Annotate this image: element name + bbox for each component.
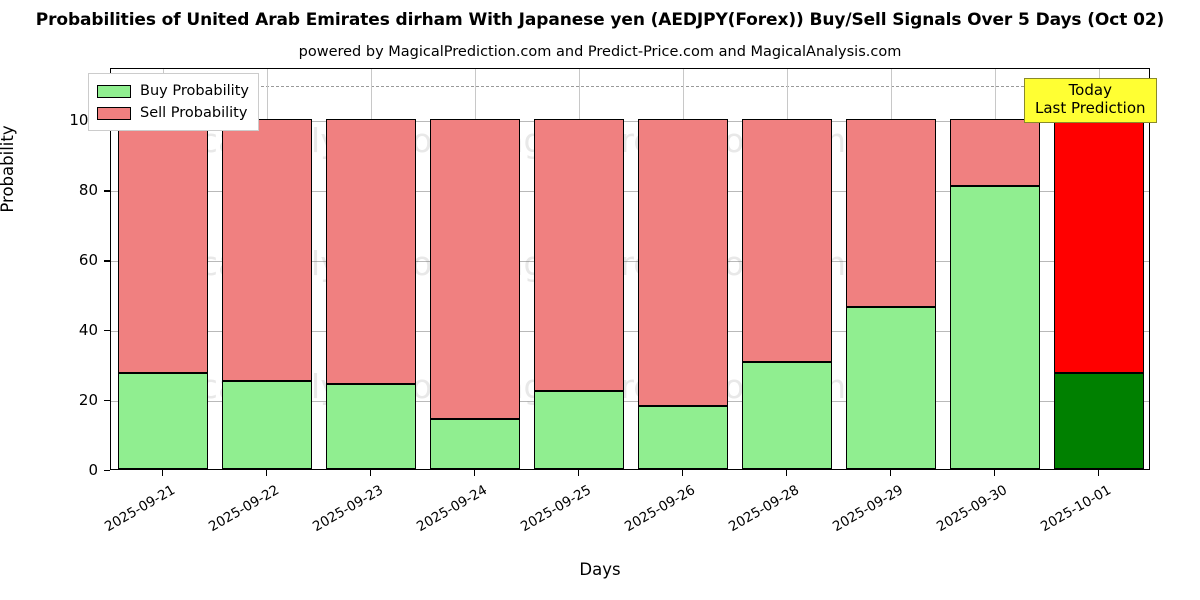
x-axis-tick-label: 2025-09-29: [830, 482, 906, 536]
y-axis-tick-mark: [104, 190, 110, 192]
bar-group[interactable]: [326, 69, 416, 469]
bar-segment-buy[interactable]: [1054, 372, 1144, 469]
today-annotation-line2: Last Prediction: [1035, 98, 1146, 117]
bar-group[interactable]: [638, 69, 728, 469]
x-axis-tick-label: 2025-09-28: [726, 482, 802, 536]
bar-segment-sell[interactable]: [534, 119, 624, 391]
bar-group[interactable]: [1054, 69, 1144, 469]
y-axis-tick-label: 40: [78, 321, 98, 340]
bar-segment-buy[interactable]: [326, 384, 416, 469]
x-axis-tick-label: 2025-09-23: [310, 482, 386, 536]
bar-segment-sell[interactable]: [846, 119, 936, 307]
bar-segment-sell[interactable]: [118, 119, 208, 373]
bar-group[interactable]: [222, 69, 312, 469]
x-axis-tick-label: 2025-09-30: [934, 482, 1010, 536]
y-axis-tick-label: 60: [78, 251, 98, 270]
x-axis-tick-mark: [1098, 470, 1100, 476]
bar-segment-buy[interactable]: [950, 185, 1040, 469]
x-axis-tick-label: 2025-09-26: [622, 482, 698, 536]
y-axis-tick-mark: [104, 470, 110, 472]
x-axis-tick-mark: [266, 470, 268, 476]
gridline-horizontal: [111, 401, 1149, 403]
y-axis-tick-mark: [104, 260, 110, 262]
today-annotation: Today Last Prediction: [1024, 78, 1157, 124]
bar-segment-buy[interactable]: [118, 372, 208, 469]
bar-group[interactable]: [846, 69, 936, 469]
legend-item-buy: Buy Probability: [97, 81, 249, 101]
bars-layer: [111, 69, 1149, 469]
x-axis-tick-mark: [682, 470, 684, 476]
bar-segment-sell[interactable]: [222, 119, 312, 382]
bar-segment-buy[interactable]: [742, 362, 832, 469]
gridline-horizontal: [111, 331, 1149, 333]
bar-segment-buy[interactable]: [222, 381, 312, 469]
x-axis-tick-label: 2025-09-24: [414, 482, 490, 536]
bar-segment-buy[interactable]: [638, 406, 728, 469]
y-axis-label: Probability: [0, 125, 17, 213]
legend-label-sell: Sell Probability: [140, 105, 248, 121]
x-axis-tick-label: 2025-09-25: [518, 482, 594, 536]
y-axis-tick-mark: [104, 330, 110, 332]
x-axis-tick-label: 2025-09-22: [206, 482, 282, 536]
x-axis-tick-label: 2025-09-21: [102, 482, 178, 536]
legend-label-buy: Buy Probability: [140, 83, 249, 99]
y-axis-tick-mark: [104, 400, 110, 402]
chart-subtitle: powered by MagicalPrediction.com and Pre…: [298, 44, 902, 60]
x-axis-tick-mark: [786, 470, 788, 476]
x-axis-tick-mark: [890, 470, 892, 476]
y-axis-tick-label: 80: [78, 181, 98, 200]
x-axis-tick-mark: [578, 470, 580, 476]
legend-item-sell: Sell Probability: [97, 103, 249, 123]
x-axis-tick-mark: [994, 470, 996, 476]
bar-segment-sell[interactable]: [638, 119, 728, 407]
bar-group[interactable]: [742, 69, 832, 469]
gridline-horizontal: [111, 191, 1149, 193]
plot-area: MagicalAnalysis.com MagicalPrediction.co…: [110, 68, 1150, 470]
today-annotation-line1: Today: [1068, 81, 1112, 99]
gridline-horizontal: [111, 121, 1149, 123]
bar-segment-sell[interactable]: [1054, 119, 1144, 373]
x-axis-label: Days: [579, 560, 621, 579]
page-title: Probabilities of United Arab Emirates di…: [35, 10, 1165, 30]
x-axis-tick-mark: [370, 470, 372, 476]
bar-segment-buy[interactable]: [846, 306, 936, 469]
legend-swatch-buy-icon: [97, 84, 131, 98]
bar-segment-sell[interactable]: [430, 119, 520, 420]
x-axis-tick-label: 2025-10-01: [1038, 482, 1114, 536]
bar-segment-sell[interactable]: [326, 119, 416, 385]
reference-line: [111, 86, 1149, 88]
legend-swatch-sell-icon: [97, 106, 131, 120]
x-axis-tick-mark: [162, 470, 164, 476]
bar-group[interactable]: [950, 69, 1040, 469]
bar-group[interactable]: [118, 69, 208, 469]
bar-segment-buy[interactable]: [430, 419, 520, 469]
bar-segment-buy[interactable]: [534, 390, 624, 469]
chart-legend: Buy Probability Sell Probability: [88, 73, 259, 131]
y-axis-tick-label: 0: [88, 461, 98, 479]
y-axis-tick-label: 20: [78, 391, 98, 410]
bar-group[interactable]: [430, 69, 520, 469]
x-axis-tick-mark: [474, 470, 476, 476]
bar-segment-sell[interactable]: [742, 119, 832, 363]
bar-segment-sell[interactable]: [950, 119, 1040, 186]
bar-group[interactable]: [534, 69, 624, 469]
gridline-horizontal: [111, 261, 1149, 263]
